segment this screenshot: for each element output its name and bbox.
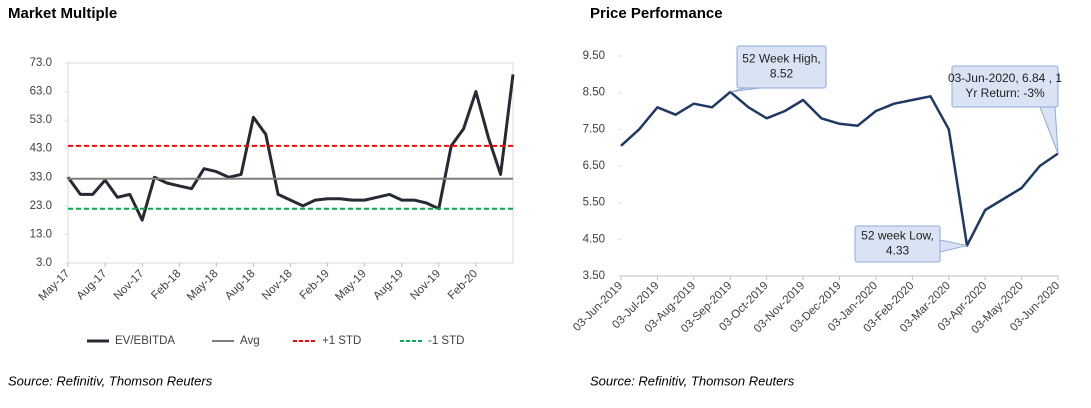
y-tick-label: 4.50	[583, 233, 605, 245]
callout-text: 52 Week High,	[742, 52, 821, 66]
callout-box	[854, 225, 941, 263]
y-tick-label: 13.0	[30, 228, 52, 240]
callout-text: Yr Return: -3%	[965, 86, 1045, 100]
legend-label: Avg	[240, 335, 260, 347]
y-tick-label: 43.0	[30, 143, 52, 155]
y-tick-label: 7.50	[583, 123, 605, 135]
legend-label: +1 STD	[322, 335, 361, 347]
y-tick-label: 63.0	[30, 86, 52, 98]
callout-text: 8.52	[770, 67, 794, 81]
callout-box	[736, 45, 827, 89]
y-tick-label: 6.50	[583, 160, 605, 172]
callout-text: 52 week Low,	[861, 229, 934, 243]
callout-box	[951, 65, 1059, 108]
y-tick-label: 53.0	[30, 114, 52, 126]
legend-label: -1 STD	[428, 335, 464, 347]
series-line	[620, 90, 1059, 247]
y-tick-label: 9.50	[583, 50, 605, 62]
y-tick-label: 73.0	[30, 57, 52, 69]
callout-text: 4.33	[886, 244, 910, 258]
y-tick-label: 3.0	[36, 257, 52, 269]
y-tick-label: 8.50	[583, 87, 605, 99]
y-tick-label: 5.50	[583, 197, 605, 209]
y-tick-label: 3.50	[583, 270, 605, 282]
chart-title: Market Multiple	[8, 5, 117, 22]
callout-text: 03-Jun-2020, 6.84 , 1	[948, 71, 1062, 85]
legend-label: EV/EBITDA	[115, 335, 175, 347]
y-tick-label: 33.0	[30, 171, 52, 183]
chart-title: Price Performance	[590, 5, 723, 22]
source: Source: Refinitiv, Thomson Reuters	[8, 373, 213, 388]
source: Source: Refinitiv, Thomson Reuters	[590, 373, 795, 388]
y-tick-label: 23.0	[30, 200, 52, 212]
